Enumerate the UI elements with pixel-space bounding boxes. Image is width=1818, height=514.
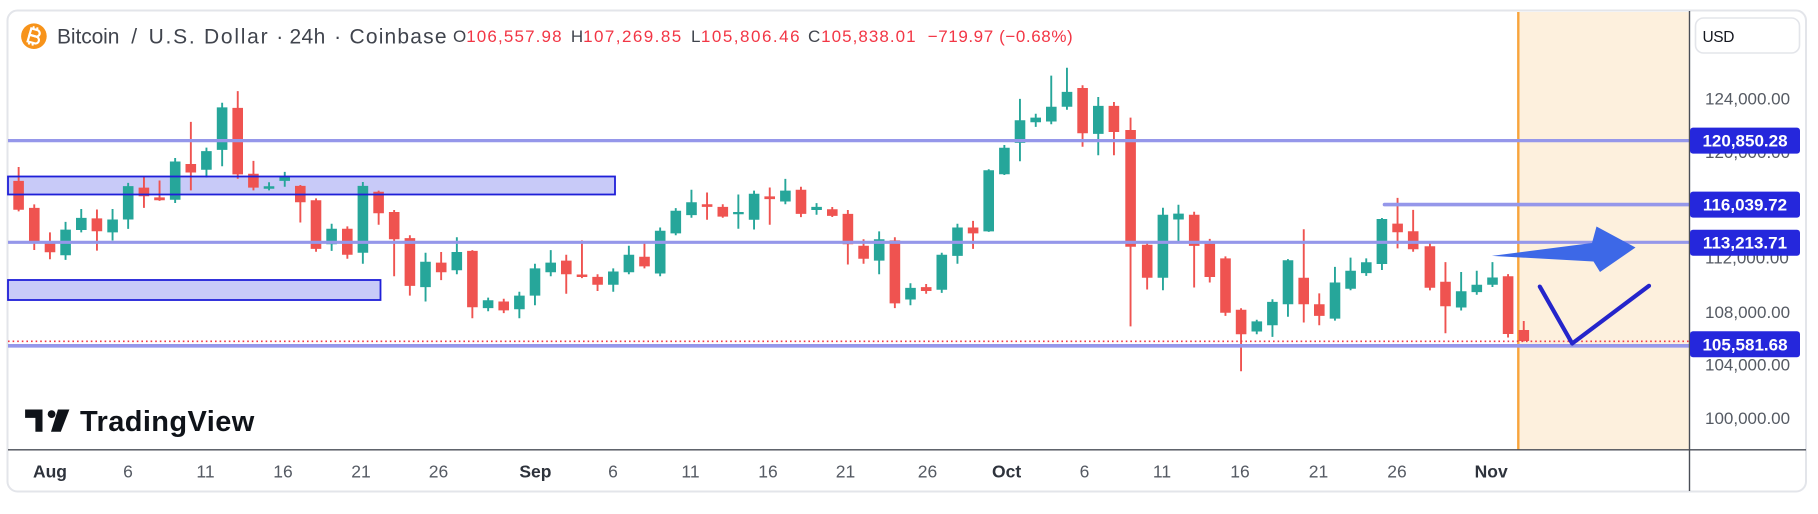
svg-text:16: 16 (273, 462, 292, 482)
svg-text:O: O (453, 27, 466, 46)
svg-text:6: 6 (1080, 462, 1090, 482)
svg-text:11: 11 (1153, 462, 1171, 482)
svg-text:16: 16 (1230, 462, 1249, 482)
svg-text:106,557.98: 106,557.98 (466, 27, 561, 46)
svg-text:105,581.68: 105,581.68 (1702, 335, 1787, 354)
svg-text:6: 6 (608, 462, 618, 482)
svg-text:21: 21 (1309, 462, 1328, 482)
svg-text:105,838.01: 105,838.01 (821, 27, 916, 46)
svg-text:USD: USD (1703, 29, 1735, 46)
svg-text:/: / (131, 26, 137, 49)
svg-text:113,213.71: 113,213.71 (1703, 234, 1787, 253)
svg-text:26: 26 (429, 462, 448, 482)
svg-text:120,850.28: 120,850.28 (1702, 132, 1787, 151)
svg-text:116,039.72: 116,039.72 (1703, 196, 1787, 215)
svg-text:Nov: Nov (1475, 462, 1508, 482)
svg-text:−719.97 (−0.68%): −719.97 (−0.68%) (928, 27, 1073, 46)
svg-text:108,000.00: 108,000.00 (1705, 303, 1790, 322)
svg-text:11: 11 (681, 462, 699, 482)
svg-text:Bitcoin: Bitcoin (57, 26, 119, 49)
svg-text:L: L (691, 27, 700, 46)
svg-text:Coinbase: Coinbase (350, 26, 447, 49)
svg-text:124,000.00: 124,000.00 (1705, 90, 1790, 109)
svg-text:104,000.00: 104,000.00 (1705, 356, 1790, 375)
svg-text:26: 26 (918, 462, 937, 482)
svg-text:21: 21 (836, 462, 855, 482)
svg-text:Aug: Aug (33, 462, 67, 482)
svg-text:11: 11 (196, 462, 214, 482)
svg-text:16: 16 (758, 462, 777, 482)
svg-text:H: H (571, 27, 583, 46)
svg-text:6: 6 (123, 462, 133, 482)
svg-text:26: 26 (1387, 462, 1406, 482)
svg-text:21: 21 (351, 462, 370, 482)
svg-text:TradingView: TradingView (80, 406, 255, 438)
svg-text:C: C (808, 27, 820, 46)
svg-text:U.S. Dollar: U.S. Dollar (149, 26, 268, 49)
svg-text:100,000.00: 100,000.00 (1705, 409, 1790, 428)
svg-text:24h: 24h (290, 26, 326, 49)
svg-text:·: · (276, 26, 283, 49)
svg-text:107,269.85: 107,269.85 (583, 27, 681, 46)
svg-text:Sep: Sep (519, 462, 551, 482)
svg-text:Oct: Oct (992, 462, 1021, 482)
svg-text:105,806.46: 105,806.46 (701, 27, 800, 46)
svg-text:·: · (334, 26, 341, 49)
